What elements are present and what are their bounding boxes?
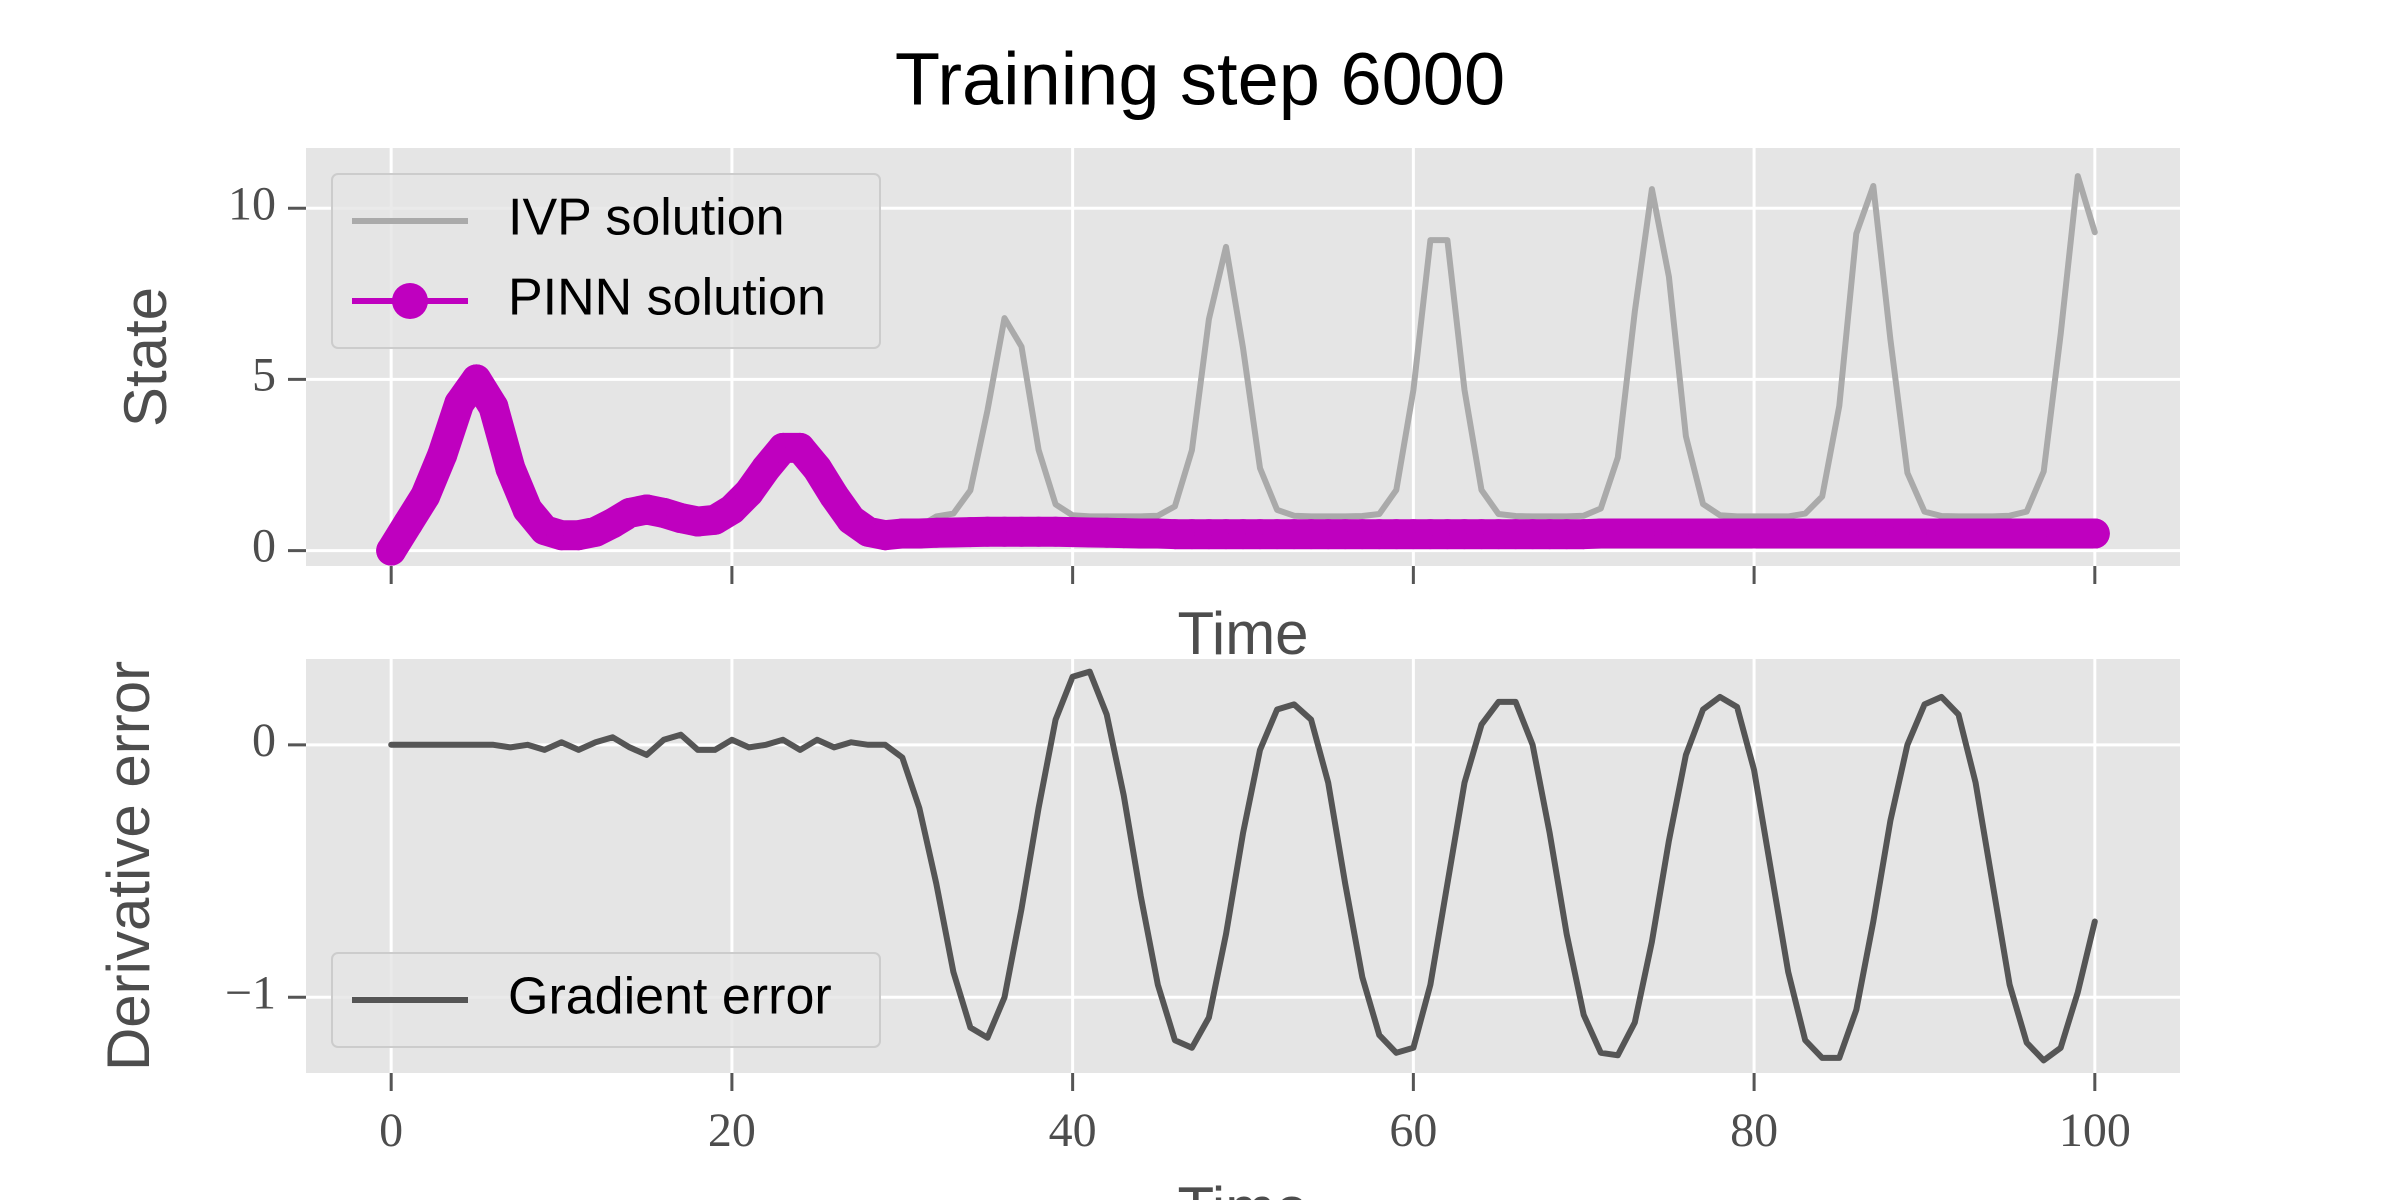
series-marker xyxy=(512,494,543,525)
legend-label: Gradient error xyxy=(508,968,832,1026)
legend-marker xyxy=(392,283,428,319)
series-marker xyxy=(750,453,781,484)
x-tick-label: 20 xyxy=(708,1104,756,1157)
series-line xyxy=(388,668,2098,1064)
x-tick-label: 40 xyxy=(1049,1104,1097,1157)
series-marker xyxy=(393,508,424,539)
series-marker xyxy=(478,391,509,422)
y-tick-label: 0 xyxy=(252,714,276,767)
x-tick-label: 80 xyxy=(1730,1104,1778,1157)
series-marker xyxy=(376,535,407,566)
x-tick-label: 100 xyxy=(2059,1104,2131,1157)
series-marker xyxy=(495,453,526,484)
y-tick-label: 10 xyxy=(228,177,276,230)
x-tick-label: 60 xyxy=(1389,1104,1437,1157)
y-axis-label: State xyxy=(112,287,179,427)
series-marker xyxy=(785,432,816,463)
series-marker xyxy=(733,477,764,508)
x-axis-label: Time xyxy=(1177,1175,1308,1200)
y-axis-label: Derivative error xyxy=(95,661,162,1071)
y-tick-label: 5 xyxy=(252,348,276,401)
series-marker xyxy=(461,364,492,395)
series-marker xyxy=(444,388,475,419)
y-tick-label: 0 xyxy=(252,520,276,573)
legend-box xyxy=(331,952,881,1048)
y-tick-label: −1 xyxy=(225,966,276,1019)
x-tick-label: 0 xyxy=(379,1104,403,1157)
legend-label: IVP solution xyxy=(508,189,785,247)
x-axis-label: Time xyxy=(1177,600,1308,667)
legend-label: PINN solution xyxy=(508,269,826,327)
figure-title: Training step 6000 xyxy=(895,38,1505,121)
series-marker xyxy=(819,480,850,511)
legend-box xyxy=(331,173,881,349)
series-marker xyxy=(2079,518,2110,549)
series-marker xyxy=(410,480,441,511)
series-marker xyxy=(427,439,458,470)
series-marker xyxy=(802,453,833,484)
